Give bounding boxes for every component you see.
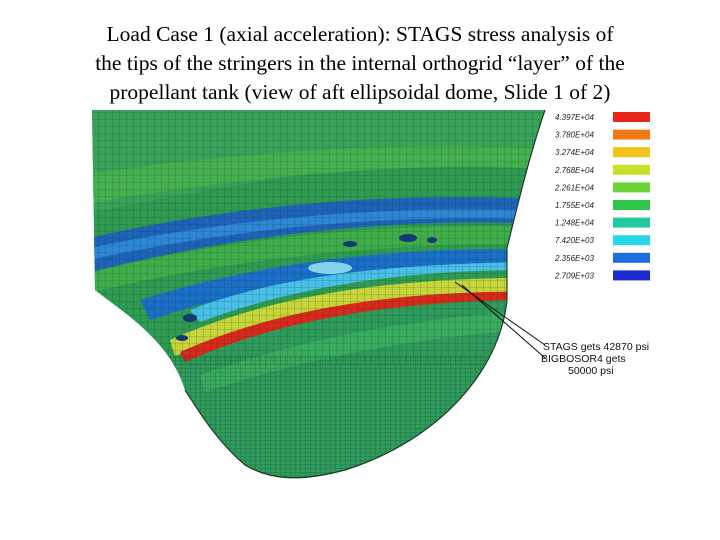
- slide-title: Load Case 1 (axial acceleration): STAGS …: [40, 20, 680, 107]
- legend-swatch: [613, 164, 650, 175]
- legend-swatch: [613, 182, 650, 193]
- annotation-leader: [454, 281, 546, 359]
- legend-value: 2.261E+04: [554, 183, 594, 192]
- legend-swatch: [613, 129, 650, 140]
- title-line-2: the tips of the stringers in the interna…: [95, 51, 625, 75]
- legend-value: 2.356E+03: [554, 254, 594, 263]
- annotation-stags: STAGS gets 42870 psi: [543, 341, 649, 353]
- tank-surface: [92, 110, 545, 478]
- legend-value: 3.274E+04: [555, 148, 594, 157]
- legend-swatch: [613, 200, 650, 210]
- legend-swatch: [613, 252, 650, 263]
- stress-legend: 4.397E+04 3.780E+04 3.274E+04 2.768E+04 2.26…: [554, 112, 650, 281]
- annotation-bigbosor4: BIGBOSOR4 gets: [541, 353, 626, 365]
- title-line-3: propellant tank (view of aft ellipsoidal…: [109, 80, 611, 104]
- legend-value: 1.755E+04: [555, 201, 594, 210]
- legend-value: 4.397E+04: [555, 113, 594, 122]
- title-line-1: Load Case 1 (axial acceleration): STAGS …: [106, 22, 614, 46]
- legend-swatch: [613, 147, 650, 158]
- tank-outline: [184, 109, 546, 479]
- legend-swatch: [613, 235, 650, 246]
- legend-value: 2.768E+04: [554, 166, 594, 175]
- legend-value: 2.709E+03: [554, 271, 594, 280]
- legend-swatch: [613, 270, 650, 281]
- legend-value: 1.248E+04: [555, 219, 594, 228]
- legend-value: 3.780E+04: [555, 131, 594, 140]
- legend-swatch: [613, 112, 650, 122]
- annotation-value: 50000 psi: [568, 365, 614, 377]
- legend-value: 7.420E+03: [555, 236, 594, 245]
- legend-swatch: [613, 217, 650, 228]
